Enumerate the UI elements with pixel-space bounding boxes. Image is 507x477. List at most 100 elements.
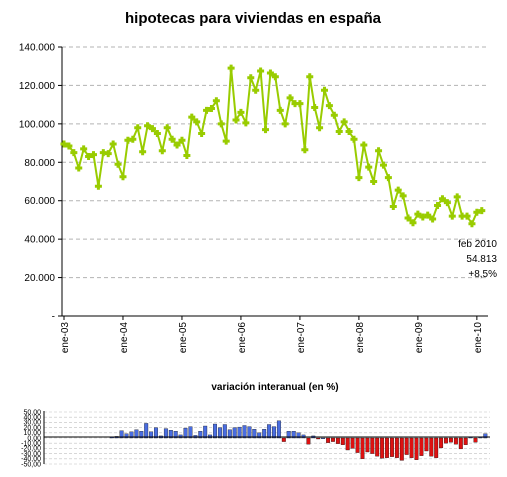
yoy-bar (296, 432, 301, 439)
data-point (193, 118, 201, 126)
data-point (281, 120, 289, 128)
yoy-bar (139, 431, 144, 439)
yoy-bar (286, 431, 291, 439)
data-point (148, 125, 156, 133)
data-point (301, 146, 309, 154)
y-tick-label: -40,00 (21, 456, 41, 463)
yoy-bar (134, 429, 139, 439)
yoy-bar (257, 432, 262, 439)
data-point (99, 149, 107, 157)
yoy-bar (434, 437, 439, 458)
main-chart-title: hipotecas para viviendas en españa (125, 10, 382, 27)
data-point (438, 195, 446, 203)
data-point (414, 210, 422, 218)
y-tick-label: 40,00 (23, 415, 41, 422)
yoy-bars (109, 420, 488, 461)
data-point (109, 140, 117, 148)
y-tick-label: 140.000 (19, 43, 56, 54)
y-tick-label: - (52, 312, 55, 323)
yoy-bar (439, 437, 444, 449)
main-chart-y-ticks (58, 46, 62, 317)
yoy-bar (340, 437, 345, 445)
yoy-bar (168, 430, 173, 439)
yoy-bar (242, 425, 247, 439)
yoy-bar (178, 434, 183, 439)
yoy-bar (163, 428, 168, 439)
data-point (306, 73, 314, 81)
data-point (419, 213, 427, 221)
y-tick-label: 100.000 (19, 119, 56, 130)
data-point (65, 142, 73, 150)
yoy-bar (335, 437, 340, 444)
data-point (247, 74, 255, 82)
y-tick-label: 30,00 (23, 420, 41, 427)
yoy-bar (429, 437, 434, 457)
yoy-bar (222, 424, 227, 439)
data-point (222, 137, 230, 145)
data-point (345, 128, 353, 136)
data-point (468, 220, 476, 228)
x-tick-label: ene-04 (119, 322, 130, 354)
data-point (335, 128, 343, 136)
yoy-bar (326, 437, 331, 443)
data-point (85, 153, 93, 161)
data-point (463, 212, 471, 220)
data-point (453, 193, 461, 201)
data-point (375, 147, 383, 155)
yoy-bar (360, 437, 365, 459)
y-tick-label: 50,00 (23, 409, 41, 416)
yoy-bar (227, 429, 232, 439)
yoy-bar (119, 430, 124, 439)
y-tick-label: -10,00 (21, 441, 41, 448)
data-point (163, 124, 171, 132)
y-tick-label: 120.000 (19, 81, 56, 92)
main-chart-x-ticks (63, 316, 478, 320)
yoy-bar (306, 437, 311, 445)
data-point (203, 106, 211, 114)
data-point (360, 141, 368, 149)
yoy-bar (365, 437, 370, 453)
data-point (276, 106, 284, 114)
main-chart-grid (62, 46, 488, 279)
data-point (320, 86, 328, 94)
data-point (60, 140, 68, 148)
data-point (262, 126, 270, 134)
yoy-bar (188, 426, 193, 439)
yoy-bar (198, 431, 203, 439)
yoy-bar (453, 437, 458, 445)
yoy-bar (419, 437, 424, 456)
yoy-bar (385, 437, 389, 458)
x-tick-label: ene-10 (473, 322, 484, 354)
data-point (370, 178, 378, 185)
yoy-bar (458, 437, 463, 450)
y-tick-label: 10,00 (23, 430, 41, 437)
data-point (399, 192, 407, 200)
data-point (424, 211, 432, 219)
data-point (394, 186, 402, 194)
yoy-bar (390, 437, 394, 457)
data-point (237, 108, 245, 116)
yoy-bar (448, 437, 453, 443)
data-point (232, 116, 240, 124)
yoy-bar (414, 437, 419, 460)
yoy-bar (321, 437, 326, 439)
yoy-bar (272, 426, 276, 439)
yoy-chart-title: variación interanual (en %) (211, 382, 338, 393)
data-point (183, 152, 191, 160)
yoy-bar (173, 431, 178, 439)
data-point (207, 104, 215, 112)
yoy-bar (129, 431, 134, 439)
data-point (129, 135, 137, 143)
y-tick-label: -50,00 (21, 461, 41, 468)
data-point (330, 111, 338, 119)
yoy-bar (345, 437, 350, 451)
data-point (173, 141, 181, 149)
yoy-bar (208, 434, 213, 439)
data-point (291, 100, 299, 108)
data-point (89, 151, 97, 159)
data-point (365, 163, 373, 171)
y-tick-label: 40.000 (24, 235, 55, 246)
data-point (119, 173, 127, 181)
y-tick-label: 60.000 (24, 196, 55, 207)
data-point (158, 147, 166, 155)
